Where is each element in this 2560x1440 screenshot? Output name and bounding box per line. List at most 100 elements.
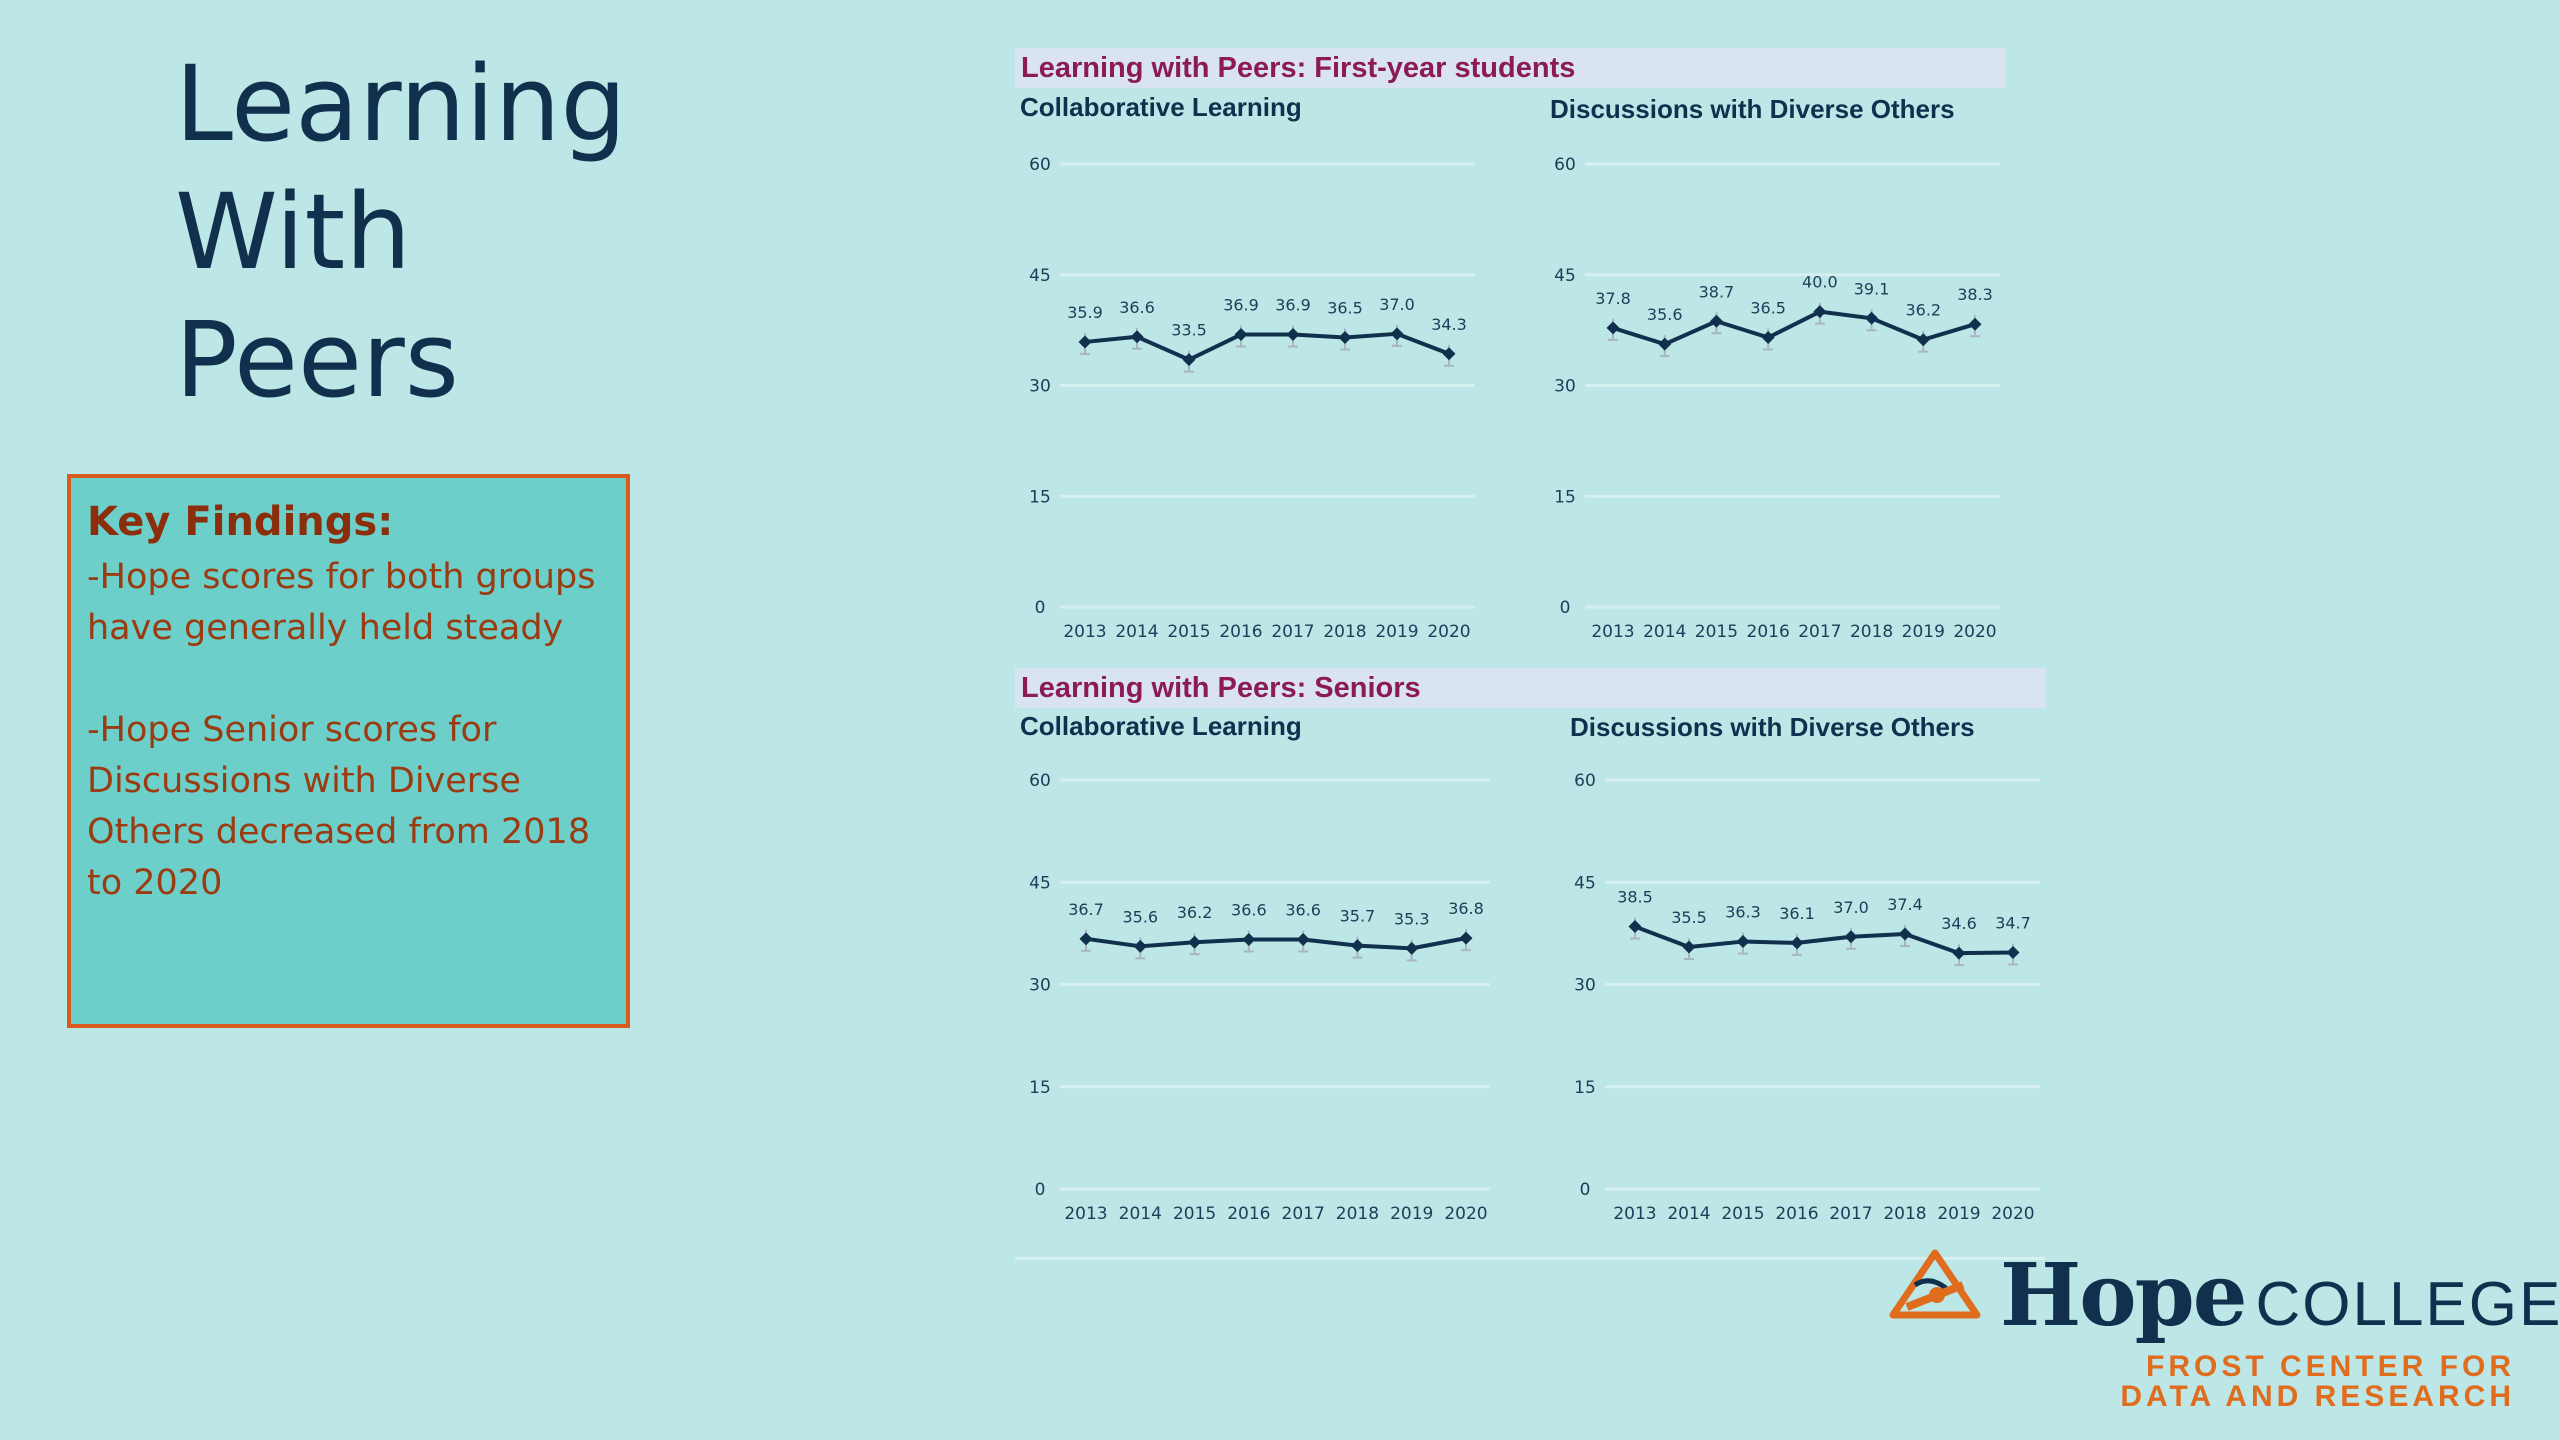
x-tick-label: 2013: [1591, 622, 1634, 642]
data-point: [1790, 936, 1804, 950]
y-tick-label: 30: [1029, 976, 1051, 996]
data-label: 38.3: [1957, 285, 1993, 304]
x-tick-label: 2013: [1064, 1204, 1107, 1224]
slide-title: Learning With Peers: [175, 40, 775, 424]
data-label: 36.7: [1068, 900, 1104, 919]
y-tick-label: 30: [1029, 377, 1051, 397]
x-tick-label: 2019: [1902, 622, 1945, 642]
data-point: [1952, 946, 1966, 960]
data-point: [1736, 935, 1750, 949]
panel-header-first-year: Learning with Peers: First-year students: [1015, 48, 2005, 88]
y-tick-label: 45: [1029, 873, 1051, 893]
x-tick-label: 2013: [1613, 1204, 1656, 1224]
x-tick-label: 2018: [1336, 1204, 1379, 1224]
series-line: [1634, 924, 2014, 956]
x-tick-label: 2019: [1375, 622, 1418, 642]
data-label: 35.9: [1067, 303, 1103, 322]
x-tick-label: 2019: [1390, 1204, 1433, 1224]
x-tick-label: 2020: [1991, 1204, 2034, 1224]
data-label: 36.6: [1231, 901, 1267, 920]
finding-line: Discussions with Diverse: [87, 761, 521, 801]
data-label: 35.6: [1647, 305, 1683, 324]
data-point: [1606, 321, 1620, 335]
chart-title: Collaborative Learning: [1020, 711, 1302, 741]
data-point: [2006, 945, 2020, 959]
y-tick-label: 45: [1029, 266, 1051, 286]
y-tick-label: 60: [1574, 771, 1596, 791]
data-label: 34.3: [1431, 315, 1467, 334]
y-tick-label: 0: [1035, 1180, 1046, 1200]
data-point: [1459, 931, 1473, 945]
y-tick-label: 45: [1554, 266, 1576, 286]
data-label: 35.5: [1671, 908, 1707, 927]
chart-title: Discussions with Diverse Others: [1570, 712, 1975, 742]
chart-title: Collaborative Learning: [1020, 92, 1302, 122]
chart-title: Discussions with Diverse Others: [1550, 94, 1955, 124]
data-point: [1898, 927, 1912, 941]
title-line: Peers: [175, 299, 459, 421]
y-tick-label: 15: [1574, 1078, 1596, 1098]
key-findings-heading: Key Findings:: [87, 499, 394, 545]
x-tick-label: 2019: [1937, 1204, 1980, 1224]
data-label: 37.0: [1833, 898, 1869, 917]
frost-center-name: FROST CENTER FOR DATA AND RESEARCH: [2120, 1352, 2515, 1412]
x-tick-label: 2015: [1173, 1204, 1216, 1224]
data-point: [1133, 939, 1147, 953]
y-tick-label: 0: [1560, 598, 1571, 618]
x-tick-label: 2014: [1115, 622, 1158, 642]
series-line: [1085, 936, 1467, 951]
x-tick-label: 2017: [1829, 1204, 1872, 1224]
data-label: 33.5: [1171, 321, 1207, 340]
data-point: [1658, 337, 1672, 351]
key-findings-box: Key Findings: -Hope scores for both grou…: [67, 474, 630, 1028]
finding-line: -Hope scores for both groups: [87, 557, 596, 597]
data-point: [1916, 333, 1930, 347]
x-tick-label: 2014: [1119, 1204, 1162, 1224]
finding-line: -Hope Senior scores for: [87, 710, 497, 750]
data-point: [1682, 940, 1696, 954]
x-tick-label: 2018: [1850, 622, 1893, 642]
data-label: 37.0: [1379, 295, 1415, 314]
finding-line: to 2020: [87, 863, 223, 903]
data-point: [1628, 920, 1642, 934]
data-point: [1078, 335, 1092, 349]
data-point: [1405, 941, 1419, 955]
y-tick-label: 60: [1029, 771, 1051, 791]
data-label: 35.7: [1340, 907, 1376, 926]
series-line: [1084, 331, 1450, 362]
y-tick-label: 60: [1554, 155, 1576, 175]
data-label: 34.7: [1995, 913, 2031, 932]
series-line: [1612, 309, 1976, 347]
data-point: [1709, 314, 1723, 328]
x-tick-label: 2020: [1427, 622, 1470, 642]
data-point: [1296, 933, 1310, 947]
data-label: 36.2: [1905, 301, 1941, 320]
data-point: [1338, 331, 1352, 345]
y-tick-label: 15: [1554, 487, 1576, 507]
x-tick-label: 2020: [1444, 1204, 1487, 1224]
x-tick-label: 2018: [1883, 1204, 1926, 1224]
x-tick-label: 2016: [1219, 622, 1262, 642]
finding-line: Others decreased from 2018: [87, 812, 591, 852]
data-point: [1188, 935, 1202, 949]
y-tick-label: 15: [1029, 487, 1051, 507]
y-tick-label: 30: [1554, 377, 1576, 397]
data-point: [1182, 353, 1196, 367]
x-tick-label: 2013: [1063, 622, 1106, 642]
center-line: FROST CENTER FOR: [2146, 1350, 2515, 1383]
data-point: [1968, 317, 1982, 331]
data-point: [1390, 327, 1404, 341]
y-tick-label: 15: [1029, 1078, 1051, 1098]
y-tick-label: 30: [1574, 976, 1596, 996]
hope-college-wordmark: Hope COLLEGE: [2000, 1245, 2560, 1346]
data-label: 36.6: [1285, 901, 1321, 920]
data-label: 37.8: [1595, 289, 1631, 308]
y-tick-label: 0: [1035, 598, 1046, 618]
brand-hope: Hope: [2000, 1245, 2247, 1346]
data-point: [1234, 328, 1248, 342]
data-point: [1865, 311, 1879, 325]
data-point: [1079, 932, 1093, 946]
x-tick-label: 2015: [1695, 622, 1738, 642]
x-tick-label: 2017: [1282, 1204, 1325, 1224]
x-tick-label: 2020: [1953, 622, 1996, 642]
